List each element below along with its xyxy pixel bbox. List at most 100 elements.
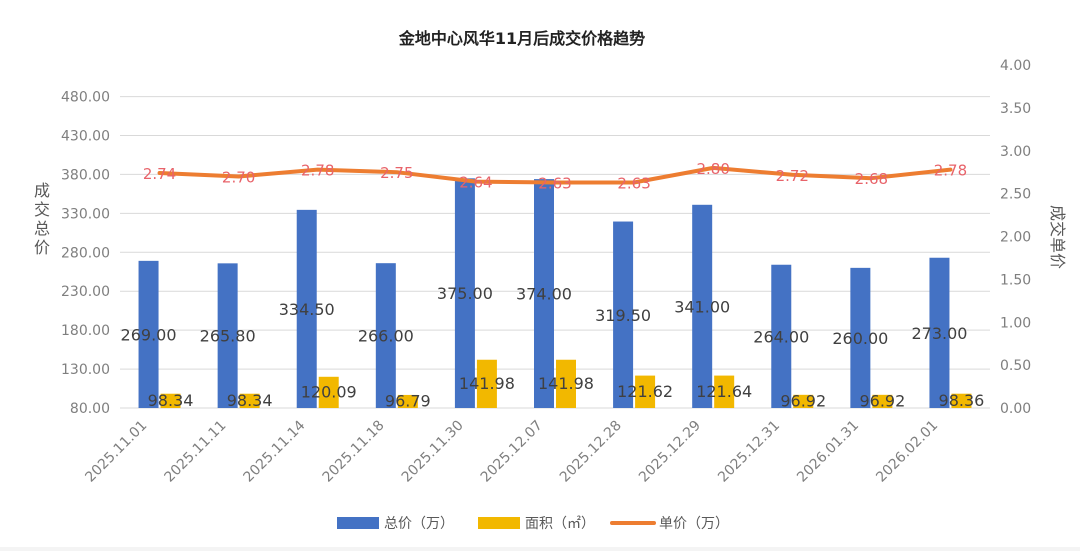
y-tick-label: 80.00 [70, 401, 110, 417]
y-tick-label: 330.00 [61, 206, 110, 222]
area-bar [556, 359, 576, 408]
y2-tick-label: 2.00 [1000, 230, 1031, 246]
area-label: 96.92 [780, 391, 826, 410]
y2-tick-label: 0.50 [1000, 358, 1031, 374]
y-tick-label: 180.00 [61, 323, 110, 339]
y2-tick-label: 1.00 [1000, 315, 1031, 331]
y-tick-label: 380.00 [61, 167, 110, 183]
total-price-label: 273.00 [911, 324, 967, 343]
legend-label-area: 面积（㎡） [525, 516, 595, 532]
x-tick-label: 2025.12.31 [715, 418, 783, 486]
unit-price-label: 2.70 [222, 168, 255, 186]
y-tick-label: 130.00 [61, 362, 110, 378]
total-price-label: 265.80 [200, 327, 256, 346]
unit-price-line-path [157, 165, 953, 185]
right-axis-ticks: 0.00 0.50 1.00 1.50 2.00 2.50 3.00 3.50 4.00 [1000, 58, 1031, 417]
total-price-bar [692, 204, 713, 408]
y-tick-label: 230.00 [61, 284, 110, 300]
total-price-label: 319.50 [595, 306, 651, 325]
y2-tick-label: 4.00 [1000, 58, 1031, 74]
y2-tick-label: 3.00 [1000, 144, 1031, 160]
area-bar [951, 393, 972, 408]
x-tick-label: 2026.01.31 [794, 418, 862, 486]
total-price-bar [217, 263, 238, 408]
area-bar [397, 394, 418, 408]
area-label: 98.34 [227, 391, 273, 410]
legend: 总价（万） 面积（㎡） 单价（万） [337, 516, 729, 532]
y2-tick-label: 3.50 [1000, 101, 1031, 117]
area-label: 96.92 [859, 391, 905, 410]
unit-price-label: 2.78 [934, 162, 967, 180]
area-bar [239, 393, 260, 408]
legend-swatch-area [478, 517, 520, 529]
total-price-label: 341.00 [674, 297, 730, 316]
legend-label-total: 总价（万） [384, 516, 454, 532]
unit-price-label: 2.63 [617, 174, 650, 192]
total-price-bar [454, 178, 475, 408]
unit-price-label: 2.68 [855, 170, 888, 188]
y-axis-title-char: 成 [34, 181, 50, 200]
unit-price-line [157, 165, 953, 185]
total-price-label: 264.00 [753, 327, 809, 346]
total-price-bar [138, 260, 159, 408]
y-axis-title-char: 价 [34, 238, 50, 257]
y2-tick-label: 1.50 [1000, 272, 1031, 288]
area-label: 121.62 [617, 382, 673, 401]
data-labels: 269.00 98.34 265.80 98.34 334.50 120.09 266.00… [121, 160, 985, 411]
y2-axis-title: 成交单价 [1048, 205, 1067, 269]
y-axis-title-char: 交 [34, 200, 50, 219]
total-price-bar [850, 267, 871, 408]
area-bars [160, 359, 972, 408]
y-tick-label: 480.00 [61, 90, 110, 106]
y2-tick-label: 0.00 [1000, 401, 1031, 417]
x-tick-label: 2025.11.30 [399, 418, 467, 486]
x-tick-label: 2025.12.28 [557, 418, 625, 486]
unit-price-label: 2.63 [538, 174, 571, 192]
y-tick-label: 280.00 [61, 245, 110, 261]
total-price-bar [534, 179, 554, 408]
x-tick-label: 2025.11.11 [161, 418, 229, 486]
area-label: 96.79 [385, 391, 431, 410]
legend-swatch-total [337, 517, 379, 529]
total-price-bar [771, 264, 792, 408]
unit-price-label: 2.64 [459, 174, 492, 192]
total-price-label: 266.00 [358, 327, 414, 346]
unit-price-label: 2.74 [143, 165, 176, 183]
y2-tick-label: 2.50 [1000, 187, 1031, 203]
unit-price-label: 2.72 [776, 167, 809, 185]
total-price-label: 374.00 [516, 285, 572, 304]
total-price-label: 334.50 [279, 300, 335, 319]
legend-label-unit: 单价（万） [659, 516, 729, 532]
unit-price-label: 2.80 [696, 160, 729, 178]
total-price-label: 260.00 [832, 329, 888, 348]
total-price-bar [929, 257, 950, 408]
total-price-bar [375, 263, 396, 408]
area-bar [318, 376, 339, 408]
unit-price-label: 2.75 [380, 164, 413, 182]
x-axis-ticks: 2025.11.01 2025.11.11 2025.11.14 2025.11.18… [82, 417, 941, 485]
area-bar [714, 375, 735, 408]
unit-price-label: 2.78 [301, 162, 334, 180]
area-label: 120.09 [301, 382, 357, 401]
x-tick-label: 2025.12.07 [478, 418, 546, 486]
total-price-bars [138, 178, 950, 408]
area-label: 121.64 [696, 382, 752, 401]
y-tick-label: 430.00 [61, 129, 110, 145]
total-price-bar [613, 221, 634, 408]
area-label: 98.34 [148, 391, 194, 410]
total-price-bar [296, 209, 317, 408]
y-axis-title-char: 总 [34, 219, 50, 238]
chart-title: 金地中心风华11月后成交价格趋势 [398, 29, 645, 48]
area-label: 141.98 [459, 374, 515, 393]
area-bar [160, 393, 181, 408]
x-tick-label: 2025.11.01 [82, 418, 150, 486]
area-bar [476, 359, 497, 408]
x-tick-label: 2025.11.14 [241, 417, 309, 485]
area-bar [635, 375, 656, 408]
total-price-label: 375.00 [437, 284, 493, 303]
area-label: 98.36 [939, 391, 985, 410]
area-bar [872, 394, 893, 408]
